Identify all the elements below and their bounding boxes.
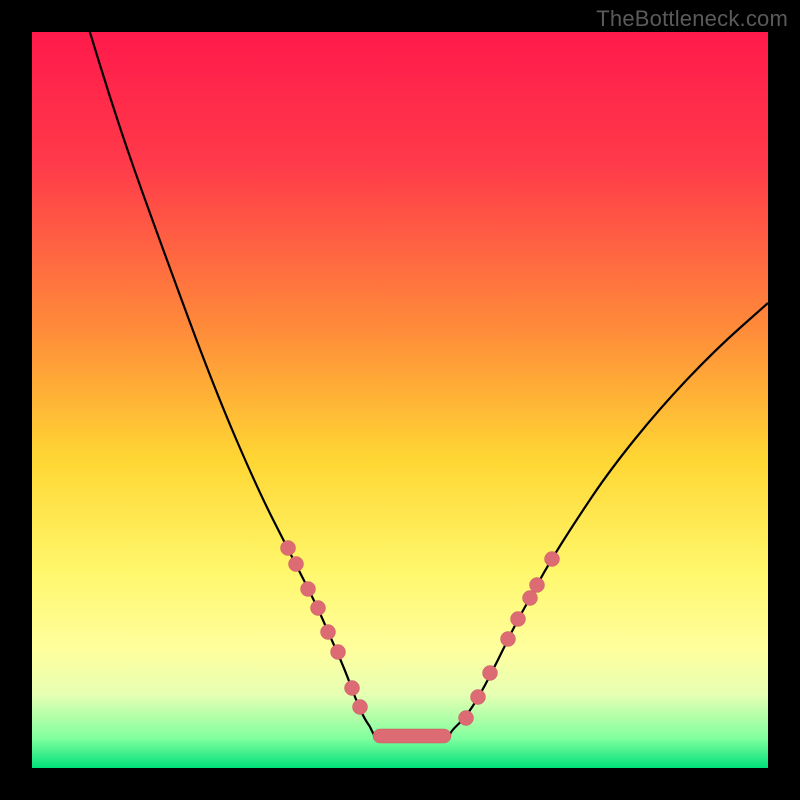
marker-dot	[483, 666, 498, 681]
marker-dot	[471, 690, 486, 705]
marker-dot	[289, 557, 304, 572]
marker-dot	[311, 601, 326, 616]
marker-dot	[321, 625, 336, 640]
marker-dot	[281, 541, 296, 556]
gradient-background	[32, 32, 768, 768]
marker-dot	[331, 645, 346, 660]
marker-dot	[501, 632, 516, 647]
bottom-bar-marker	[373, 729, 451, 743]
marker-dot	[459, 711, 474, 726]
marker-dot	[530, 578, 545, 593]
chart-container: TheBottleneck.com	[0, 0, 800, 800]
bottleneck-chart	[0, 0, 800, 800]
marker-dot	[353, 700, 368, 715]
marker-dot	[345, 681, 360, 696]
marker-dot	[301, 582, 316, 597]
marker-dot	[523, 591, 538, 606]
marker-dot	[545, 552, 560, 567]
marker-dot	[511, 612, 526, 627]
watermark-text: TheBottleneck.com	[596, 6, 788, 32]
